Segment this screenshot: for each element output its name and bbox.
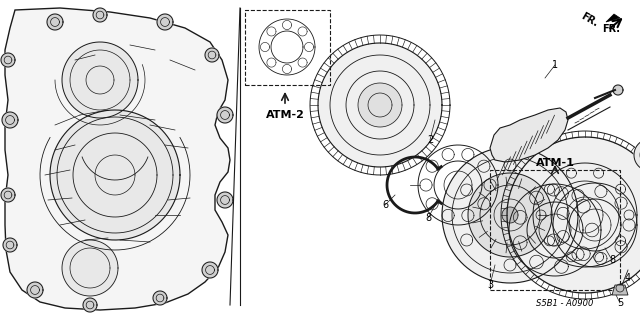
Polygon shape xyxy=(358,83,402,127)
Polygon shape xyxy=(613,85,623,95)
Polygon shape xyxy=(1,188,15,202)
Text: FR.: FR. xyxy=(602,24,620,34)
Text: 1: 1 xyxy=(552,60,558,70)
Text: 3: 3 xyxy=(487,280,493,290)
Text: 4: 4 xyxy=(625,273,631,283)
Polygon shape xyxy=(606,14,620,22)
Text: 8: 8 xyxy=(609,255,615,265)
Polygon shape xyxy=(50,110,180,240)
Polygon shape xyxy=(1,53,15,67)
Polygon shape xyxy=(93,8,107,22)
Polygon shape xyxy=(157,14,173,30)
Polygon shape xyxy=(205,48,219,62)
Polygon shape xyxy=(27,282,43,298)
Text: 5: 5 xyxy=(617,298,623,308)
Polygon shape xyxy=(502,207,518,223)
Text: FR.: FR. xyxy=(579,11,600,29)
Polygon shape xyxy=(507,137,640,293)
Bar xyxy=(490,170,620,290)
Polygon shape xyxy=(217,192,233,208)
Bar xyxy=(245,10,330,85)
Polygon shape xyxy=(5,8,230,310)
Polygon shape xyxy=(468,173,552,257)
Polygon shape xyxy=(3,238,17,252)
Polygon shape xyxy=(2,112,18,128)
Polygon shape xyxy=(318,43,442,167)
Text: S5B1 - A0900: S5B1 - A0900 xyxy=(536,299,594,308)
Text: 6: 6 xyxy=(382,200,388,210)
Polygon shape xyxy=(62,42,138,118)
Text: ATM-2: ATM-2 xyxy=(266,110,305,120)
Text: 8: 8 xyxy=(425,213,431,223)
Polygon shape xyxy=(202,262,218,278)
Polygon shape xyxy=(490,108,568,162)
Polygon shape xyxy=(47,14,63,30)
Text: ATM-1: ATM-1 xyxy=(536,158,575,168)
Polygon shape xyxy=(634,139,640,171)
Polygon shape xyxy=(217,107,233,123)
Text: 2: 2 xyxy=(427,135,433,145)
Polygon shape xyxy=(442,147,578,283)
Polygon shape xyxy=(153,291,167,305)
Polygon shape xyxy=(612,285,628,295)
Polygon shape xyxy=(83,298,97,312)
Polygon shape xyxy=(62,240,118,296)
